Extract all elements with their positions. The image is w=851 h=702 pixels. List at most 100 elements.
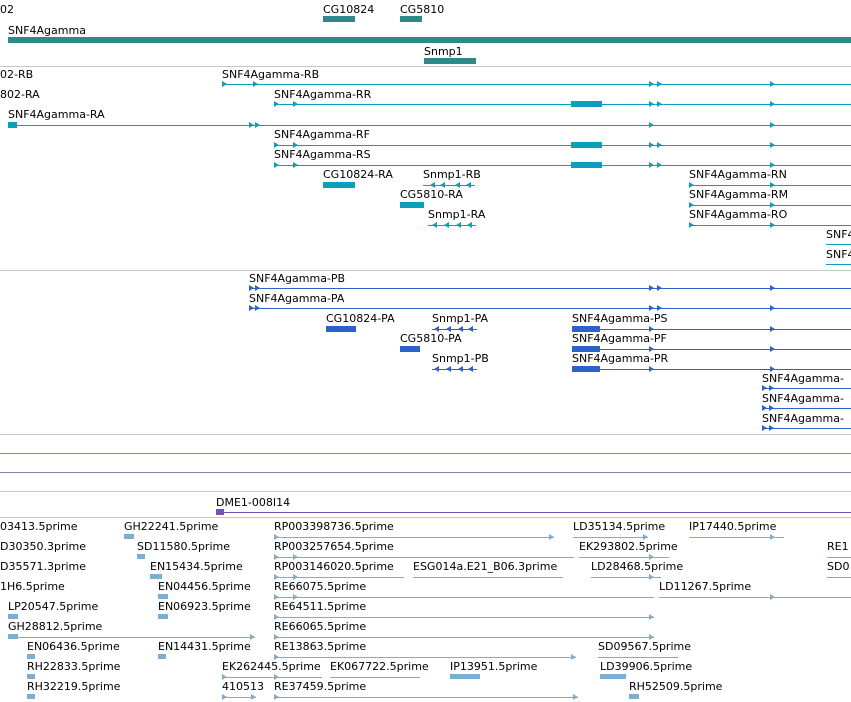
transcript-label[interactable]: SNF4 <box>826 248 851 261</box>
transcript-label[interactable]: CG5810-RA <box>400 188 463 201</box>
est-line[interactable] <box>222 677 322 678</box>
est-block[interactable] <box>27 654 35 659</box>
clone-label[interactable]: DME1-008I14 <box>216 496 291 509</box>
est-line[interactable] <box>579 557 669 558</box>
est-label[interactable]: SD0 <box>827 560 850 573</box>
transcript-line[interactable] <box>8 125 851 126</box>
protein-exon[interactable] <box>400 346 420 352</box>
protein-label[interactable]: CG5810-PA <box>400 332 462 345</box>
est-label[interactable]: GH22241.5prime <box>124 520 219 533</box>
transcript-line[interactable] <box>428 225 476 226</box>
est-label[interactable]: RH52509.5prime <box>629 680 723 693</box>
transcript-label[interactable]: SNF4Agamma-RA <box>8 108 105 121</box>
protein-line[interactable] <box>249 288 851 289</box>
est-label[interactable]: EK293802.5prime <box>579 540 678 553</box>
est-line[interactable] <box>413 577 563 578</box>
est-label[interactable]: SD11580.5prime <box>137 540 230 553</box>
transcript-label[interactable]: SNF4Agamma-RR <box>274 88 372 101</box>
protein-line[interactable] <box>432 369 477 370</box>
est-block[interactable] <box>137 554 145 559</box>
transcript-label[interactable]: SNF4Agamma-RN <box>689 168 787 181</box>
est-label[interactable]: EK262445.5prime <box>222 660 321 673</box>
clone-line[interactable] <box>216 512 851 513</box>
transcript-label[interactable]: SNF4Agamma-RF <box>274 128 370 141</box>
protein-label[interactable]: SNF4Agamma- <box>762 372 844 385</box>
protein-line[interactable] <box>572 329 851 330</box>
transcript-line[interactable] <box>826 244 851 245</box>
gene-glyph-snmp1[interactable] <box>424 58 476 64</box>
est-label[interactable]: EK067722.5prime <box>330 660 429 673</box>
protein-label[interactable]: SNF4Agamma-PA <box>249 292 345 305</box>
protein-line[interactable] <box>249 308 851 309</box>
est-block[interactable] <box>150 574 162 579</box>
est-label[interactable]: EN06436.5prime <box>27 640 120 653</box>
transcript-label[interactable]: Snmp1-RA <box>428 208 486 221</box>
est-label[interactable]: RE64511.5prime <box>274 600 367 613</box>
protein-label[interactable]: SNF4Agamma-PR <box>572 352 669 365</box>
est-label[interactable]: 03413.5prime <box>0 520 78 533</box>
est-label[interactable]: LD35134.5prime <box>573 520 666 533</box>
est-label[interactable]: ESG014a.E21_B06.3prime <box>413 560 558 573</box>
protein-label[interactable]: SNF4Agamma- <box>762 412 844 425</box>
est-line[interactable] <box>274 637 654 638</box>
est-label[interactable]: RE13863.5prime <box>274 640 367 653</box>
est-block[interactable] <box>600 674 626 679</box>
est-line[interactable] <box>827 577 851 578</box>
est-label[interactable]: D35571.3prime <box>0 560 87 573</box>
transcript-label[interactable]: CG10824-RA <box>323 168 393 181</box>
est-line[interactable] <box>274 697 578 698</box>
est-line[interactable] <box>222 697 256 698</box>
transcript-line[interactable] <box>826 264 851 265</box>
est-line[interactable] <box>274 557 574 558</box>
protein-line[interactable] <box>432 329 477 330</box>
transcript-label[interactable]: SNF4 <box>826 228 851 241</box>
transcript-line[interactable] <box>222 84 851 85</box>
est-block[interactable] <box>124 534 134 539</box>
transcript-label[interactable]: Snmp1-RB <box>423 168 481 181</box>
transcript-line[interactable] <box>274 165 851 166</box>
gene-glyph-cg5810[interactable] <box>400 16 422 22</box>
transcript-line[interactable] <box>274 104 851 105</box>
transcript-exon[interactable] <box>323 182 355 188</box>
transcript-label[interactable]: SNF4Agamma-RM <box>689 188 789 201</box>
gene-glyph-cg10824[interactable] <box>323 16 355 22</box>
est-line[interactable] <box>274 617 654 618</box>
transcript-label[interactable]: 802-RA <box>0 88 40 101</box>
est-block[interactable] <box>629 694 639 699</box>
est-label[interactable]: GH28812.5prime <box>8 620 103 633</box>
est-label[interactable]: RE66065.5prime <box>274 620 367 633</box>
est-label[interactable]: RE1 <box>827 540 849 553</box>
protein-line[interactable] <box>572 349 851 350</box>
est-line[interactable] <box>659 597 851 598</box>
protein-line[interactable] <box>762 388 851 389</box>
est-block[interactable] <box>8 614 18 619</box>
est-label[interactable]: RE37459.5prime <box>274 680 367 693</box>
est-label[interactable]: 410513 <box>222 680 264 693</box>
est-line[interactable] <box>827 557 851 558</box>
est-label[interactable]: 1H6.5prime <box>0 580 65 593</box>
gene-glyph-snf4agamma[interactable] <box>8 37 851 43</box>
protein-label[interactable]: SNF4Agamma-PB <box>249 272 346 285</box>
transcript-exon[interactable] <box>400 202 424 208</box>
gene-label[interactable]: CG10824 <box>323 3 375 16</box>
est-line[interactable] <box>591 577 661 578</box>
est-label[interactable]: IP13951.5prime <box>450 660 538 673</box>
est-line[interactable] <box>573 537 648 538</box>
est-line[interactable] <box>330 677 420 678</box>
gene-label[interactable]: CG5810 <box>400 3 445 16</box>
transcript-label[interactable]: 02-RB <box>0 68 34 81</box>
est-line[interactable] <box>274 537 554 538</box>
transcript-label[interactable]: SNF4Agamma-RB <box>222 68 320 81</box>
est-label[interactable]: RH32219.5prime <box>27 680 121 693</box>
est-line[interactable] <box>274 577 404 578</box>
protein-label[interactable]: SNF4Agamma- <box>762 392 844 405</box>
est-label[interactable]: SD09567.5prime <box>598 640 691 653</box>
est-label[interactable]: D30350.3prime <box>0 540 87 553</box>
est-label[interactable]: LP20547.5prime <box>8 600 99 613</box>
est-label[interactable]: LD28468.5prime <box>591 560 684 573</box>
transcript-line[interactable] <box>423 185 475 186</box>
est-label[interactable]: RP003398736.5prime <box>274 520 394 533</box>
gene-label[interactable]: Snmp1 <box>424 45 463 58</box>
est-line[interactable] <box>8 637 255 638</box>
est-line[interactable] <box>598 657 678 658</box>
